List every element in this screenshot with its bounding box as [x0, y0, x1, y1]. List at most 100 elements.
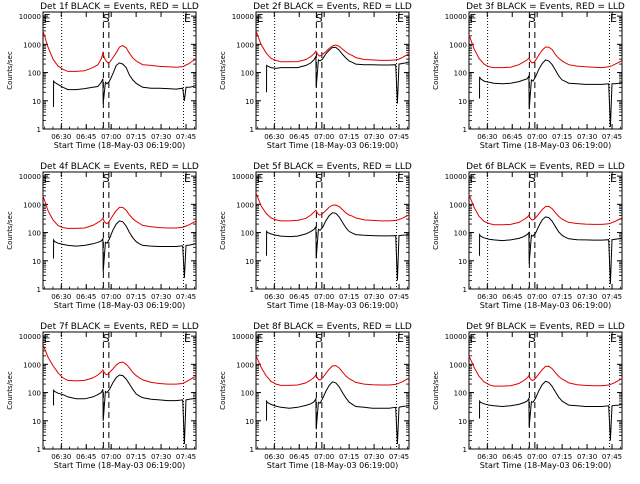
- y-tick-label: 100: [454, 70, 467, 78]
- x-tick-label: 07:00: [527, 133, 547, 141]
- y-tick-label: 1000: [23, 201, 41, 209]
- x-tick-label: 06:45: [289, 293, 309, 301]
- x-tick-label: 07:15: [126, 133, 146, 141]
- plot-frame: [42, 171, 197, 290]
- region-marker-e: E: [44, 172, 51, 185]
- series-line-events: [53, 220, 197, 278]
- y-tick-label: 10000: [445, 173, 467, 181]
- x-tick-label: 06:45: [289, 453, 309, 461]
- y-axis-label: Counts/sec: [219, 211, 227, 250]
- region-marker-e: E: [470, 172, 477, 185]
- y-tick-label: 10000: [445, 333, 467, 341]
- x-tick-label: 07:45: [389, 133, 409, 141]
- region-marker-e: E: [397, 332, 404, 345]
- x-tick-label: 07:30: [364, 453, 384, 461]
- y-tick-label: 10000: [232, 173, 254, 181]
- series-line-events: [53, 62, 197, 108]
- series-line-events: [266, 381, 410, 445]
- panel-title: Det 3f BLACK = Events, RED = LLD: [466, 2, 625, 12]
- panel-title: Det 1f BLACK = Events, RED = LLD: [40, 2, 199, 12]
- region-marker-e: E: [44, 332, 51, 345]
- region-marker-e: E: [610, 12, 617, 25]
- panel-title: Det 5f BLACK = Events, RED = LLD: [253, 162, 412, 172]
- region-marker-e: E: [257, 12, 264, 25]
- y-tick-label: 1: [463, 286, 467, 294]
- y-tick-label: 1: [463, 446, 467, 454]
- y-tick-label: 10: [458, 98, 467, 106]
- y-tick-label: 1000: [449, 361, 467, 369]
- y-axis-label: Counts/sec: [6, 51, 14, 90]
- y-tick-label: 100: [28, 390, 41, 398]
- x-tick-label: 07:45: [176, 453, 196, 461]
- series-line-events: [479, 216, 623, 285]
- region-marker-s: S: [316, 332, 323, 345]
- plot-frame: [255, 331, 410, 450]
- x-tick-label: 07:00: [101, 133, 121, 141]
- x-tick-label: 07:30: [577, 293, 597, 301]
- x-tick-label: 07:00: [527, 453, 547, 461]
- series-line-lld: [468, 34, 623, 69]
- y-tick-label: 10: [458, 258, 467, 266]
- x-tick-label: 07:15: [339, 293, 359, 301]
- y-tick-label: 100: [454, 230, 467, 238]
- x-tick-label: 07:15: [339, 453, 359, 461]
- region-marker-s: S: [529, 12, 536, 25]
- region-marker-s: S: [103, 332, 110, 345]
- y-tick-label: 1000: [449, 201, 467, 209]
- x-tick-label: 07:45: [176, 293, 196, 301]
- x-tick-label: 07:15: [552, 293, 572, 301]
- x-tick-label: 07:00: [527, 293, 547, 301]
- y-tick-label: 1: [37, 446, 41, 454]
- y-tick-label: 1000: [23, 361, 41, 369]
- y-tick-label: 100: [241, 70, 254, 78]
- series-line-lld: [255, 355, 410, 386]
- detector-panel-1: Det 1f BLACK = Events, RED = LLD 1 10 100 10…: [6, 2, 199, 150]
- y-tick-label: 1: [37, 126, 41, 134]
- detector-panel-4: Det 4f BLACK = Events, RED = LLD 1 10 100 10…: [6, 162, 199, 310]
- series-line-lld: [255, 30, 410, 63]
- series-line-events: [266, 212, 410, 281]
- region-marker-e: E: [470, 12, 477, 25]
- x-tick-label: 07:15: [552, 133, 572, 141]
- region-marker-s: S: [316, 172, 323, 185]
- x-tick-label: 07:30: [364, 133, 384, 141]
- x-tick-label: 07:30: [151, 293, 171, 301]
- x-axis-label: Start Time (18-May-03 06:19:00): [54, 301, 185, 310]
- x-tick-label: 07:45: [602, 133, 622, 141]
- y-tick-label: 100: [241, 230, 254, 238]
- x-tick-label: 06:30: [264, 453, 284, 461]
- x-tick-label: 06:30: [477, 453, 497, 461]
- panel-title: Det 6f BLACK = Events, RED = LLD: [466, 162, 625, 172]
- x-axis-label: Start Time (18-May-03 06:19:00): [480, 301, 611, 310]
- y-axis-label: Counts/sec: [6, 211, 14, 250]
- region-marker-e: E: [470, 332, 477, 345]
- x-tick-label: 07:30: [151, 453, 171, 461]
- y-tick-label: 1: [250, 126, 254, 134]
- region-marker-e: E: [44, 12, 51, 25]
- x-tick-label: 06:30: [51, 293, 71, 301]
- y-tick-label: 10000: [232, 333, 254, 341]
- y-tick-label: 10000: [19, 173, 41, 181]
- x-axis-label: Start Time (18-May-03 06:19:00): [480, 141, 611, 150]
- y-tick-label: 100: [28, 70, 41, 78]
- x-tick-label: 06:30: [264, 133, 284, 141]
- series-line-lld: [468, 355, 623, 387]
- y-tick-label: 10: [32, 98, 41, 106]
- plot-frame: [468, 331, 623, 450]
- y-tick-label: 10: [245, 418, 254, 426]
- y-tick-label: 10: [458, 418, 467, 426]
- y-tick-label: 100: [241, 390, 254, 398]
- x-tick-label: 07:30: [577, 453, 597, 461]
- y-tick-label: 10: [32, 418, 41, 426]
- y-tick-label: 1000: [23, 41, 41, 49]
- region-marker-s: S: [529, 332, 536, 345]
- y-tick-label: 1000: [236, 41, 254, 49]
- series-line-events: [53, 374, 197, 445]
- series-line-events: [479, 380, 623, 441]
- y-tick-label: 10: [245, 258, 254, 266]
- x-tick-label: 06:45: [76, 133, 96, 141]
- x-tick-label: 07:45: [602, 293, 622, 301]
- series-line-events: [266, 46, 410, 104]
- x-tick-label: 07:45: [389, 453, 409, 461]
- panel-title: Det 2f BLACK = Events, RED = LLD: [253, 2, 412, 12]
